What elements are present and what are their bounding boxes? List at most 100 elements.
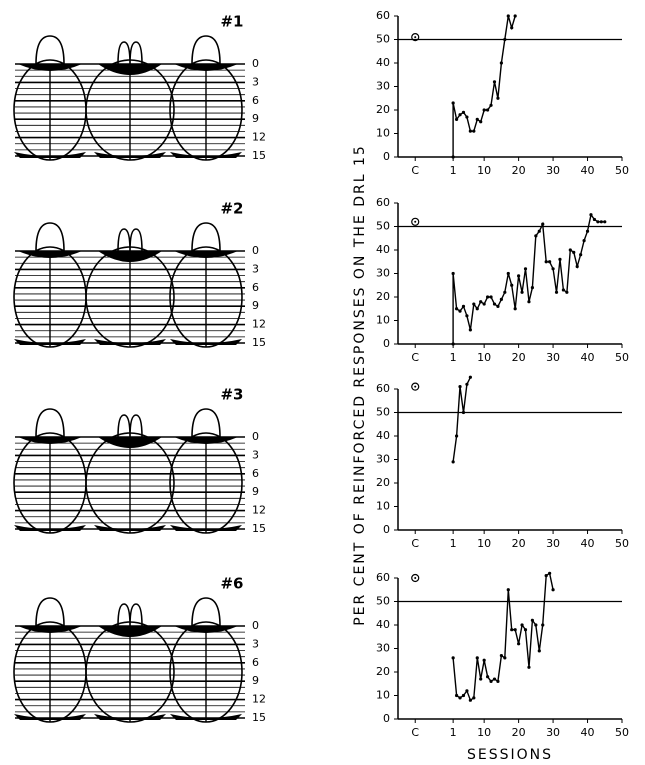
control-point [411,217,420,226]
data-point [465,689,469,693]
base [14,152,86,158]
depth-label: 12 [252,693,266,706]
y-tick-label: 40 [376,243,390,256]
data-point [496,304,500,308]
data-point [465,115,469,119]
data-point [510,26,514,30]
olfactory-bulb [35,408,65,438]
depth-label: 9 [252,485,259,498]
data-point [499,61,503,65]
data-point [510,283,514,287]
x-tick-label: 10 [477,726,491,739]
data-point [596,220,600,224]
x-tick-label: 20 [512,164,526,177]
data-point [479,300,483,304]
data-point [472,696,476,700]
data-point [513,14,517,18]
x-tick-label: C [411,351,419,364]
data-point [492,677,497,681]
data-point [541,623,545,627]
depth-label: 0 [252,244,259,257]
y-tick-label: 60 [376,196,390,209]
data-point [454,693,459,698]
data-point [541,222,545,226]
control-point [411,573,420,583]
data-point [461,693,466,698]
data-point [506,271,510,276]
olfactory-bulb [191,222,221,252]
base [94,339,166,345]
x-tick-label: 1 [450,537,457,550]
data-point [517,642,521,646]
y-tick-label: 40 [376,56,390,69]
depth-label: 3 [252,262,259,275]
y-tick-label: 10 [376,689,390,702]
olfactory-bulb [191,597,221,627]
data-point [544,260,548,264]
y-tick-label: 60 [376,9,390,22]
y-tick-label: 0 [383,150,390,163]
data-point [461,410,466,415]
olfactory-bulb [35,597,65,627]
data-point [537,649,541,653]
data-point [465,314,469,318]
data-point [486,675,490,679]
y-tick-label: 40 [376,429,390,442]
subject-label: #1 [220,13,243,31]
data-point [486,295,490,299]
data-point [499,297,503,301]
depth-label: 3 [252,637,259,650]
data-point [561,288,566,292]
data-point [520,623,524,627]
data-point [451,271,455,276]
base [170,525,242,531]
data-point [523,267,528,271]
data-point [482,658,486,662]
x-tick-label: 50 [615,164,629,177]
y-tick-label: 20 [376,103,390,116]
data-point [489,679,493,684]
subject-label: #3 [220,386,243,404]
data-point [475,656,479,660]
data-point [499,653,503,658]
data-point [489,103,493,107]
x-tick-label: 40 [581,351,595,364]
x-tick-label: 20 [512,351,526,364]
data-line [452,376,472,462]
depth-label: 15 [252,336,266,349]
y-tick-label: 20 [376,476,390,489]
y-tick-label: 50 [376,595,390,608]
base [14,339,86,345]
control-dot [414,36,417,39]
x-tick-label: 10 [477,351,491,364]
data-point [530,286,535,290]
data-point [472,129,476,133]
data-point [585,229,590,233]
y-tick-label: 20 [376,290,390,303]
x-tick-label: 10 [477,537,491,550]
x-tick-label: 30 [546,537,560,550]
depth-label: 9 [252,112,259,125]
subject-label: #6 [220,575,243,593]
x-axis-label: SESSIONS [467,747,553,763]
data-point [458,113,462,117]
x-tick-label: 30 [546,726,560,739]
base [14,714,86,720]
data-point [503,37,507,42]
olfactory-bulb [191,35,221,65]
data-point [575,264,579,269]
control-point [411,382,420,391]
data-point [537,229,541,233]
subject-label: #2 [220,200,243,218]
depth-label: 15 [252,149,266,162]
depth-label: 3 [252,75,259,88]
data-point [496,679,500,684]
depth-label: 6 [252,281,259,294]
base [94,714,166,720]
y-tick-label: 60 [376,382,390,395]
data-point [451,342,455,346]
depth-label: 0 [252,430,259,443]
x-tick-label: 1 [450,726,457,739]
x-tick-label: 40 [581,164,595,177]
data-line [452,572,554,702]
